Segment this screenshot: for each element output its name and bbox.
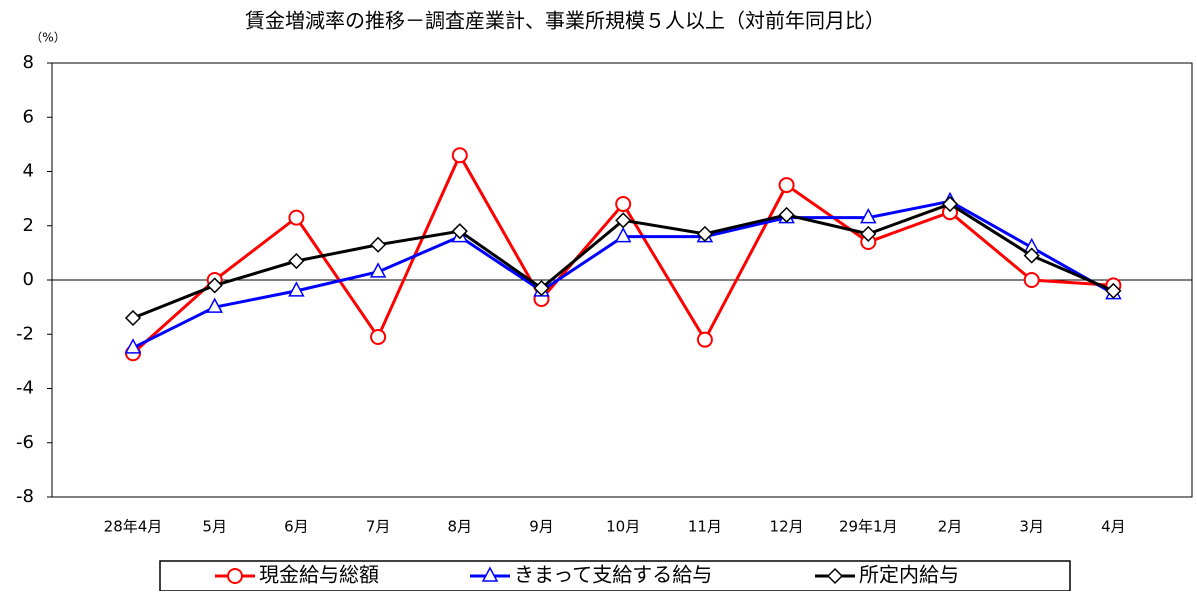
x-tick-label: 11月: [688, 518, 722, 536]
point: [124, 309, 142, 327]
x-tick-label: 6月: [284, 518, 309, 536]
legend-label: きまって支給する給与: [514, 563, 712, 587]
x-tick-label: 9月: [529, 518, 554, 536]
series-line: [131, 151, 1114, 355]
point: [860, 225, 877, 242]
point: [860, 208, 877, 224]
x-tick-label: 3月: [1019, 518, 1044, 536]
x-tick-label: 12月: [770, 518, 804, 536]
point: [615, 212, 632, 229]
legend-marker: [826, 567, 844, 585]
x-tick-label: 8月: [448, 518, 473, 536]
y-tick-label: -4: [16, 378, 34, 399]
point: [451, 147, 468, 164]
y-tick-label: 2: [23, 215, 34, 236]
x-tick-label: 28年4月: [104, 518, 163, 536]
point: [288, 252, 305, 270]
point: [696, 331, 713, 348]
legend-marker: [481, 566, 499, 582]
x-tick-label: 10月: [606, 518, 640, 536]
point: [288, 281, 305, 297]
point: [1023, 247, 1040, 264]
y-tick-label: -6: [16, 432, 34, 453]
y-tick-label: -2: [16, 323, 34, 344]
x-tick-label: 5月: [202, 518, 227, 536]
x-tick-label: 7月: [366, 518, 391, 536]
legend-label: 現金給与総額: [259, 563, 379, 587]
legend-marker: [227, 568, 243, 584]
point: [370, 328, 387, 345]
point: [614, 227, 632, 243]
point: [1023, 272, 1040, 288]
x-tick-label: 2月: [938, 518, 963, 536]
point: [941, 195, 959, 213]
point: [206, 277, 223, 294]
point: [615, 196, 632, 213]
point: [206, 297, 223, 313]
point: [288, 209, 305, 226]
x-tick-label: 29年1月: [839, 518, 898, 536]
y-unit: （%）: [30, 31, 65, 45]
y-tick-label: -8: [16, 486, 34, 507]
x-tick-label: 4月: [1101, 518, 1126, 536]
y-tick-label: 0: [23, 269, 34, 290]
point: [124, 338, 142, 354]
point: [1105, 282, 1122, 299]
legend-label: 所定内給与: [859, 563, 959, 587]
point: [778, 206, 795, 223]
y-tick-label: 6: [23, 106, 34, 127]
point: [370, 236, 387, 253]
y-tick-label: 8: [23, 52, 34, 73]
point: [778, 177, 795, 194]
point: [696, 225, 713, 242]
point: [451, 223, 468, 240]
y-tick-label: 4: [23, 161, 34, 182]
chart-title: 賃金増減率の推移－調査産業計、事業所規模５人以上（対前年同月比）: [245, 9, 885, 33]
point: [369, 262, 387, 278]
point: [533, 280, 550, 297]
